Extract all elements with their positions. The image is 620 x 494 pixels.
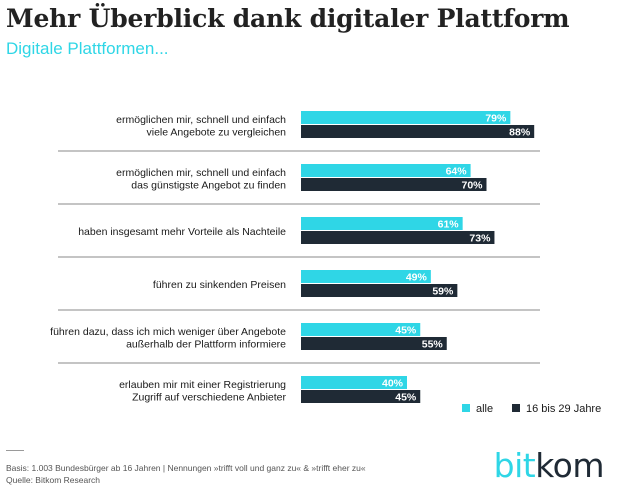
data-label: 45% <box>395 325 417 337</box>
footer-divider <box>6 450 24 451</box>
bar-alle <box>301 111 511 124</box>
category-label: ermöglichen mir, schnell und einfach <box>116 114 286 126</box>
data-label: 79% <box>485 113 507 125</box>
bar-16-29 <box>301 178 487 191</box>
data-label: 49% <box>406 272 428 284</box>
bar-16-29 <box>301 337 447 350</box>
bar-16-29 <box>301 284 458 297</box>
bar-alle <box>301 164 471 177</box>
logo-part-bit: bit <box>493 446 536 485</box>
bar-alle <box>301 376 407 389</box>
chart-subtitle: Digitale Plattformen... <box>6 39 169 58</box>
category-label: ermöglichen mir, schnell und einfach <box>116 167 286 179</box>
category-label: außerhalb der Plattform informiere <box>126 338 286 350</box>
data-label: 55% <box>422 339 444 351</box>
bar-alle <box>301 270 431 283</box>
category-label: Zugriff auf verschiedene Anbieter <box>132 391 286 403</box>
logo-part-kom: kom <box>535 446 604 485</box>
category-label: führen zu sinkenden Preisen <box>153 279 286 291</box>
legend-swatch-alle <box>462 404 470 412</box>
footer-basis: Basis: 1.003 Bundesbürger ab 16 Jahren |… <box>6 463 366 473</box>
data-label: 45% <box>395 392 417 404</box>
bar-chart: ermöglichen mir, schnell und einfachviel… <box>50 111 601 415</box>
legend-label-alle: alle <box>476 403 493 415</box>
data-label: 61% <box>438 219 460 231</box>
chart-title: Mehr Überblick dank digitaler Plattform <box>6 4 570 33</box>
footer: Basis: 1.003 Bundesbürger ab 16 Jahren |… <box>6 462 366 486</box>
data-label: 59% <box>432 286 454 298</box>
bar-16-29 <box>301 231 495 244</box>
legend-label-16-29: 16 bis 29 Jahre <box>526 403 601 415</box>
category-label: haben insgesamt mehr Vorteile als Nachte… <box>78 226 286 238</box>
bar-alle <box>301 323 421 336</box>
data-label: 70% <box>461 180 483 192</box>
footer-source: Quelle: Bitkom Research <box>6 475 101 485</box>
bar-16-29 <box>301 390 421 403</box>
bitkom-logo: bitkom <box>493 446 605 485</box>
bar-16-29 <box>301 125 535 138</box>
data-label: 73% <box>469 233 491 245</box>
legend-swatch-16-29 <box>512 404 520 412</box>
category-label: viele Angebote zu vergleichen <box>146 126 286 138</box>
category-label: führen dazu, dass ich mich weniger über … <box>50 326 286 338</box>
category-label: erlauben mir mit einer Registrierung <box>119 379 286 391</box>
category-label: das günstigste Angebot zu finden <box>131 179 286 191</box>
bar-alle <box>301 217 463 230</box>
data-label: 40% <box>382 378 404 390</box>
data-label: 88% <box>509 127 531 139</box>
data-label: 64% <box>446 166 468 178</box>
